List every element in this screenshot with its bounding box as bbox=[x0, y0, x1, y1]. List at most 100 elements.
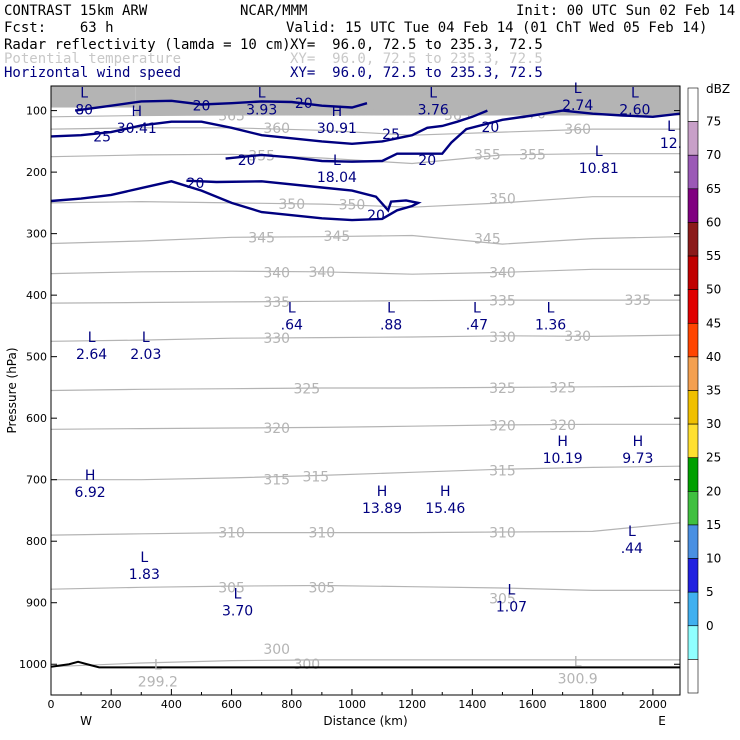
colorbar-swatch bbox=[687, 625, 699, 660]
theta-label: 330 bbox=[263, 331, 290, 347]
colorbar-label: 35 bbox=[706, 384, 721, 398]
colorbar-label: 20 bbox=[706, 484, 721, 498]
colorbar-swatch bbox=[687, 154, 699, 190]
wind-contour-20 bbox=[225, 109, 681, 163]
colorbar-label: 30 bbox=[706, 417, 721, 431]
theta-label: 310 bbox=[308, 526, 335, 542]
theta-contour-305 bbox=[50, 584, 680, 591]
theta-label: 330 bbox=[489, 330, 516, 346]
extremum-L: L bbox=[628, 524, 636, 540]
valid-time: Valid: 15 UTC Tue 04 Feb 14 (01 ChT Wed … bbox=[286, 20, 708, 36]
wind-label: 25 bbox=[382, 127, 400, 143]
wind-label: 20 bbox=[187, 176, 205, 192]
extremum-L: L bbox=[508, 582, 516, 598]
theta-label: 365 bbox=[218, 109, 245, 125]
y-tick-label: 600 bbox=[26, 412, 47, 425]
colorbar-swatch bbox=[687, 591, 699, 627]
y-tick-label: 700 bbox=[26, 474, 47, 487]
extremum-value: 2.03 bbox=[130, 347, 161, 363]
extremum-L: L bbox=[288, 301, 296, 317]
plot-frame bbox=[50, 85, 681, 696]
theta-label: 305 bbox=[218, 580, 245, 596]
x-tick-label: 1400 bbox=[458, 698, 486, 711]
wind-contour-20 bbox=[74, 99, 368, 112]
colorbar-unit: dBZ bbox=[706, 82, 730, 96]
plot-area bbox=[51, 86, 680, 695]
extremum-value: 18.04 bbox=[317, 170, 357, 186]
extremum-value: 10.81 bbox=[579, 161, 619, 177]
axes: 0 200 400 600 800 1000 1200 1400 1600 1800 2000 100… bbox=[19, 105, 680, 711]
extremum-L: L bbox=[595, 144, 603, 160]
extremum-value: 10.19 bbox=[543, 451, 583, 467]
theta-contour-325 bbox=[50, 385, 681, 392]
x-right-end-label: E bbox=[658, 714, 666, 728]
wind-label: 20 bbox=[238, 153, 256, 169]
x-tick-label: 200 bbox=[101, 698, 122, 711]
extremum-value: 6.92 bbox=[75, 485, 106, 501]
wind-contour-25 bbox=[50, 109, 488, 146]
colorbar-label: 60 bbox=[706, 215, 721, 229]
theta-label: 305 bbox=[489, 591, 516, 607]
colorbar-swatch bbox=[687, 356, 699, 391]
theta-label: 340 bbox=[489, 265, 516, 281]
colorbar-label: 75 bbox=[706, 115, 721, 129]
forecast-hour: Fcst: 63 h bbox=[4, 20, 114, 36]
x-left-end-label: W bbox=[80, 714, 92, 728]
extremum-H: H bbox=[633, 434, 644, 450]
extremum-value: 30.41 bbox=[117, 121, 157, 137]
field-xy-theta: XY= 96.0, 72.5 to 235.3, 72.5 bbox=[290, 51, 543, 67]
extremum-L: L bbox=[88, 330, 96, 346]
theta-label: 355 bbox=[519, 147, 546, 163]
extremum-value: 13.89 bbox=[362, 501, 402, 517]
wind-label: 20 bbox=[418, 153, 436, 169]
wind-label: 20 bbox=[295, 96, 313, 112]
colorbar-swatch bbox=[687, 524, 699, 559]
theta-label: 320 bbox=[489, 419, 516, 435]
theta-label: 300 bbox=[293, 657, 320, 673]
extremum-H: H bbox=[557, 434, 568, 450]
extremum-value: 2.60 bbox=[619, 102, 650, 118]
extremum-L: L bbox=[142, 330, 150, 346]
theta-label: 345 bbox=[324, 229, 351, 245]
theta-label: 335 bbox=[489, 294, 516, 310]
org-label: NCAR/MMM bbox=[240, 3, 308, 19]
extremum-value: .88 bbox=[380, 318, 402, 334]
x-tick-label: 600 bbox=[221, 698, 242, 711]
theta-label: 315 bbox=[302, 470, 329, 486]
colorbar-label: 65 bbox=[706, 182, 721, 196]
extremum-value: 9.73 bbox=[622, 451, 653, 467]
y-tick-label: 200 bbox=[26, 166, 47, 179]
x-tick-label: 2000 bbox=[639, 698, 667, 711]
extremum-value: 3.70 bbox=[222, 604, 253, 620]
theta-contour-330 bbox=[50, 334, 681, 342]
field-xy-wind: XY= 96.0, 72.5 to 235.3, 72.5 bbox=[290, 65, 543, 81]
colorbar-label: 40 bbox=[706, 350, 721, 364]
theta-label: 360 bbox=[263, 121, 290, 137]
theta-label: 330 bbox=[564, 329, 591, 345]
theta-contour-310 bbox=[50, 522, 681, 536]
y-tick-label: 900 bbox=[26, 597, 47, 610]
extremum-H: H bbox=[377, 484, 388, 500]
theta-label: 350 bbox=[339, 198, 366, 214]
extremum-value: 30.91 bbox=[317, 121, 357, 137]
extremum-value: .44 bbox=[621, 541, 643, 557]
theta-contour-360 bbox=[50, 127, 680, 136]
colorbar-swatch bbox=[687, 423, 699, 459]
extremum-L: L bbox=[80, 85, 88, 101]
extremum-L: L bbox=[258, 85, 266, 101]
extremum-value: 1.07 bbox=[496, 599, 527, 615]
y-tick-label: 300 bbox=[26, 228, 47, 241]
y-tick-label: 400 bbox=[26, 289, 47, 302]
colorbar-label: 50 bbox=[706, 283, 721, 297]
theta-label: 355 bbox=[248, 149, 275, 165]
theta-label: 325 bbox=[549, 380, 576, 396]
theta-label: 315 bbox=[263, 473, 290, 489]
field-label-reflectivity: Radar reflectivity (lamda = 10 cm) bbox=[4, 37, 291, 53]
theta-label: 375 bbox=[354, 104, 381, 120]
theta-label: 340 bbox=[263, 265, 290, 281]
theta-contour-335 bbox=[50, 299, 680, 304]
x-tick-label: 0 bbox=[48, 698, 55, 711]
theta-label: 350 bbox=[278, 197, 305, 213]
